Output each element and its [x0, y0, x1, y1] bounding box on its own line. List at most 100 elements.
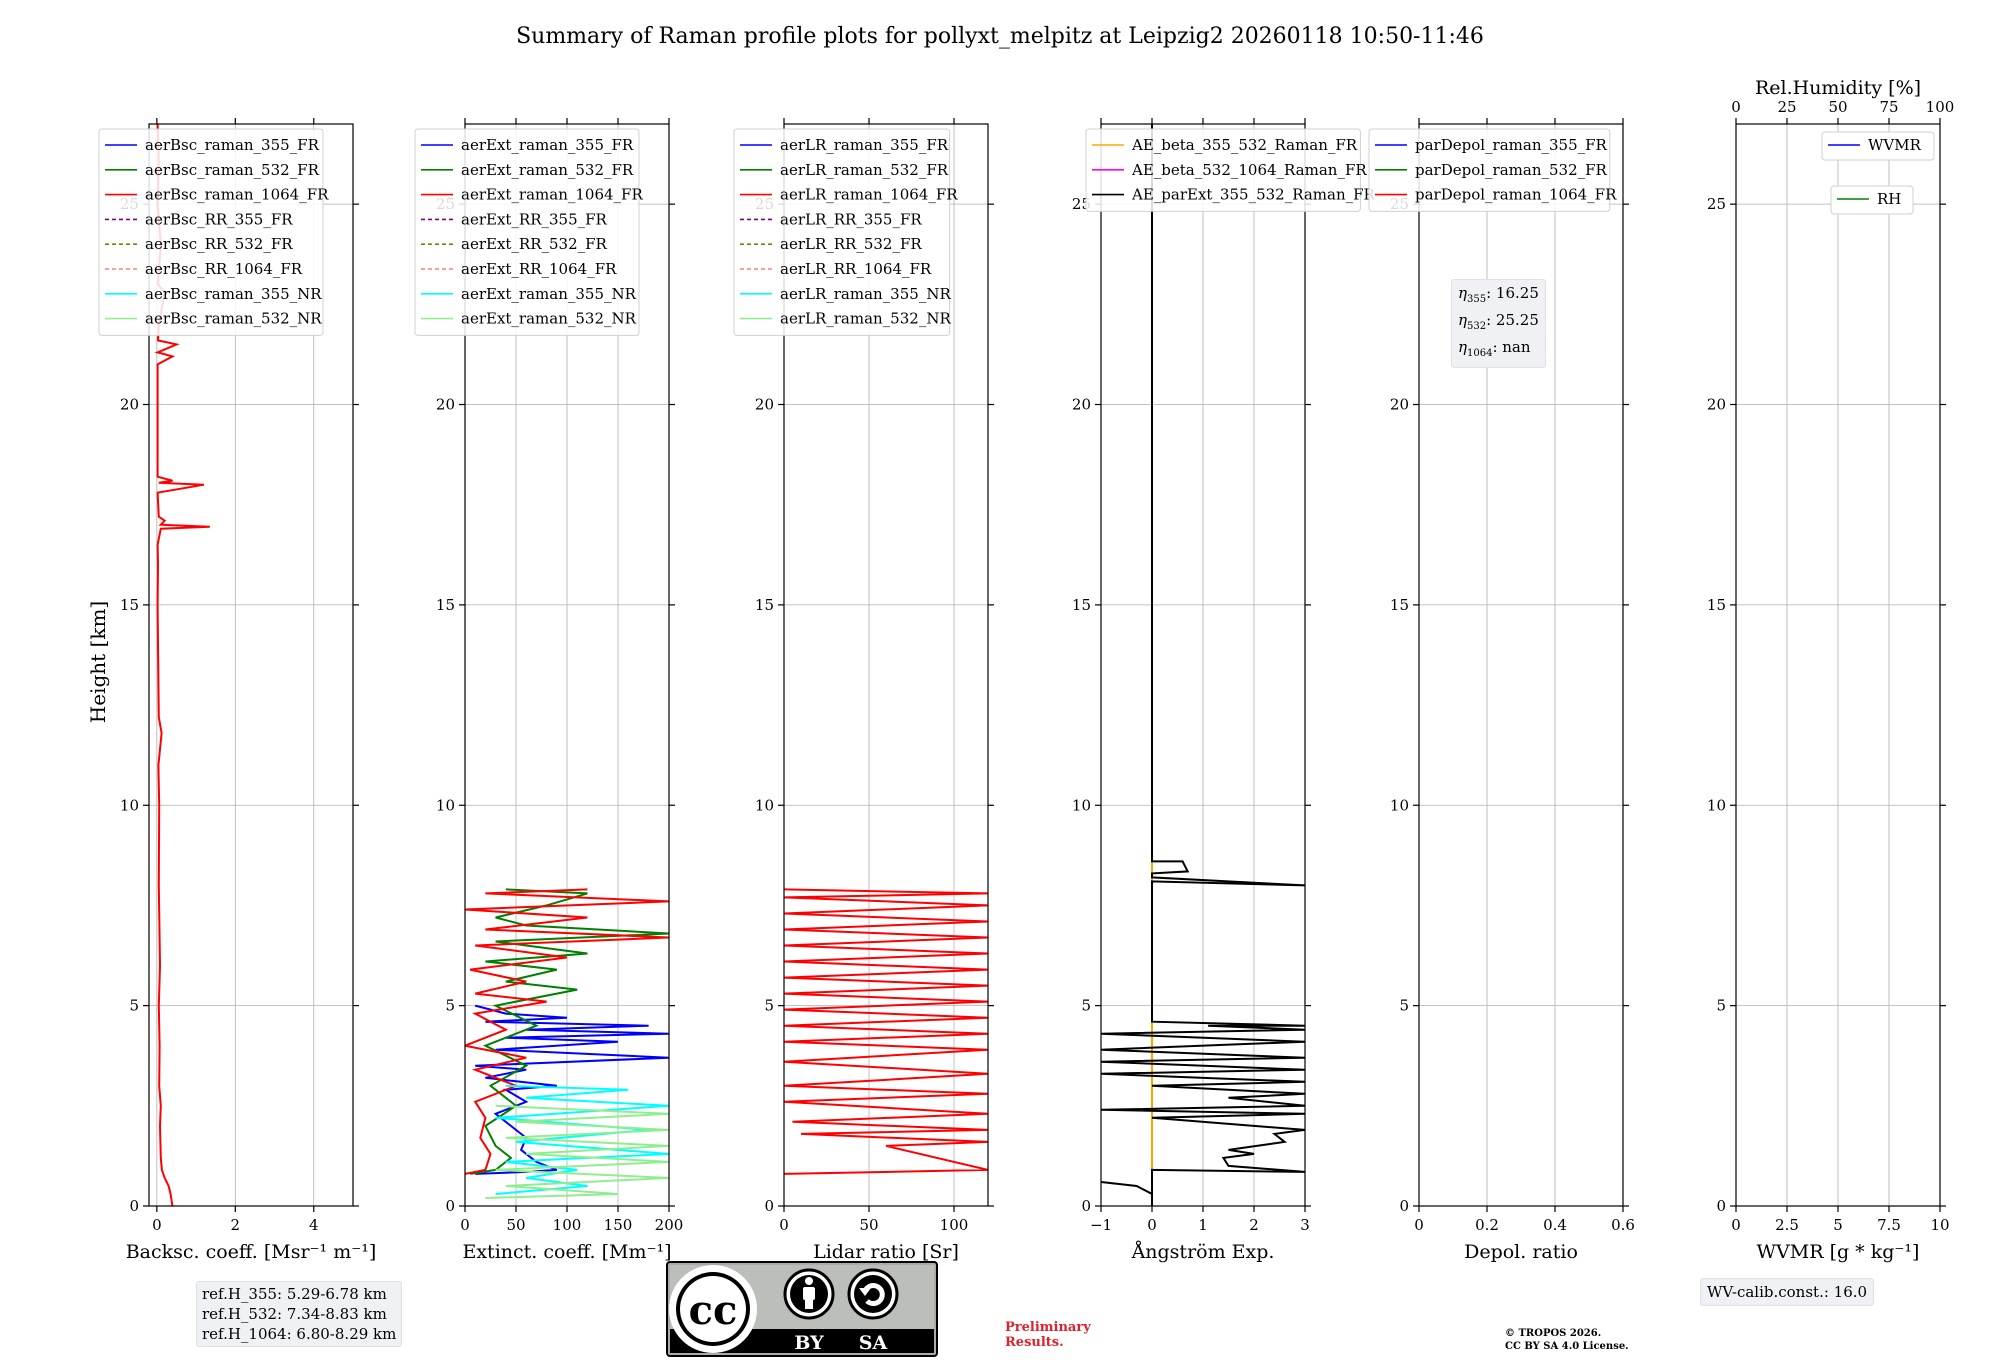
top-x-tick-label: 25: [1777, 98, 1796, 116]
legend-box: [1085, 128, 1361, 212]
y-tick-label: 20: [1707, 396, 1726, 414]
x-tick-label: 5: [1833, 1216, 1843, 1234]
legend-label: aerBsc_raman_1064_FR: [145, 186, 329, 204]
series-line-aerExt_raman_355_NR: [495, 1084, 669, 1195]
y-tick-label: 5: [1716, 997, 1726, 1015]
legend-label: aerExt_raman_532_NR: [461, 310, 637, 328]
legend-label: AE_parExt_355_532_Raman_FR: [1131, 186, 1376, 204]
legend-label: aerExt_raman_355_FR: [461, 136, 634, 154]
legend-label: parDepol_raman_532_FR: [1415, 161, 1608, 179]
legend-label: aerLR_RR_355_FR: [780, 210, 922, 228]
legend-label: aerExt_raman_1064_FR: [461, 186, 643, 204]
x-axis-label: Ångström Exp.: [1131, 1241, 1275, 1263]
legend-label: aerExt_raman_355_NR: [461, 285, 637, 303]
y-tick-label: 0: [129, 1197, 139, 1215]
x-tick-label: 7.5: [1877, 1216, 1901, 1234]
y-tick-label: 10: [1707, 796, 1726, 814]
legend-label: aerExt_RR_355_FR: [461, 210, 608, 228]
y-tick-label: 5: [1081, 997, 1091, 1015]
eta-532: η532: 25.25: [1458, 311, 1539, 332]
y-tick-label: 15: [436, 596, 455, 614]
y-tick-label: 20: [755, 396, 774, 414]
x-tick-label: 4: [309, 1216, 319, 1234]
wv-calib-text: WV-calib.const.: 16.0: [1707, 1283, 1868, 1301]
ref-height-532: ref.H_532: 7.34-8.83 km: [202, 1305, 387, 1323]
x-tick-label: 0.6: [1611, 1216, 1635, 1234]
legend-label: aerBsc_raman_355_NR: [145, 285, 322, 303]
legend-label: aerLR_RR_1064_FR: [780, 260, 932, 278]
height-axis-label: Height [km]: [86, 601, 110, 723]
ref-height-355: ref.H_355: 5.29-6.78 km: [202, 1285, 387, 1303]
legend-label: aerBsc_raman_532_NR: [145, 310, 322, 328]
x-tick-label: 150: [604, 1216, 633, 1234]
series-line-AE_parExt_355_532_Raman_FR: [1101, 124, 1305, 1206]
legend-label: aerBsc_RR_1064_FR: [145, 260, 303, 278]
top-x-tick-label: 100: [1926, 98, 1955, 116]
legend-label: aerLR_raman_355_FR: [780, 136, 949, 154]
top-x-tick-label: 0: [1731, 98, 1741, 116]
x-tick-label: 2: [1249, 1216, 1259, 1234]
legend-label: aerLR_RR_532_FR: [780, 235, 922, 253]
plot-frame: [1418, 123, 1624, 1207]
panel-extinction: 0501001502000510152025Extinct. coeff. [M…: [414, 118, 684, 1263]
eta-1064: η1064: nan: [1458, 338, 1531, 359]
y-tick-label: 25: [1707, 195, 1726, 213]
y-tick-label: 20: [436, 396, 455, 414]
x-tick-label: 100: [940, 1216, 969, 1234]
y-tick-label: 15: [755, 596, 774, 614]
eta-box: η355: 16.25 η532: 25.25 η1064: nan: [1451, 279, 1546, 368]
y-tick-label: 15: [120, 596, 139, 614]
x-axis-label: Extinct. coeff. [Mm⁻¹]: [462, 1241, 671, 1263]
legend-label: aerExt_raman_532_FR: [461, 161, 634, 179]
y-tick-label: 20: [1072, 396, 1091, 414]
preliminary-note: Preliminary Results.: [1005, 1320, 1091, 1350]
panel-depolarization: 00.20.40.60510152025Depol. ratioparDepol…: [1368, 118, 1635, 1263]
legend-label: parDepol_raman_355_FR: [1415, 136, 1608, 154]
ref-heights-box: ref.H_355: 5.29-6.78 km ref.H_532: 7.34-…: [196, 1281, 403, 1347]
y-tick-label: 5: [764, 997, 774, 1015]
panel-backscatter: 0240510152025Backsc. coeff. [Msr⁻¹ m⁻¹]a…: [98, 118, 377, 1263]
series-line-aerExt_raman_532_NR: [485, 1104, 669, 1199]
legend-box: [414, 128, 640, 336]
x-tick-label: 10: [1930, 1216, 1949, 1234]
by-label: BY: [794, 1332, 824, 1354]
x-tick-label: 50: [859, 1216, 878, 1234]
series-line-aerExt_raman_532_FR: [469, 888, 669, 1175]
y-tick-label: 0: [1716, 1197, 1726, 1215]
x-tick-label: 200: [655, 1216, 684, 1234]
x-tick-label: 1: [1198, 1216, 1208, 1234]
legend-label: aerLR_raman_355_NR: [780, 285, 951, 303]
top-x-axis-label: Rel.Humidity [%]: [1755, 77, 1921, 99]
y-tick-label: 0: [1081, 1197, 1091, 1215]
legend-label: parDepol_raman_1064_FR: [1415, 186, 1617, 204]
cc-by-sa-badge: cc BY SA: [666, 1261, 938, 1357]
top-x-tick-label: 50: [1828, 98, 1847, 116]
x-axis-label: Backsc. coeff. [Msr⁻¹ m⁻¹]: [126, 1241, 377, 1263]
legend-label: AE_beta_532_1064_Raman_FR: [1131, 161, 1367, 179]
x-tick-label: 0.4: [1543, 1216, 1567, 1234]
y-tick-label: 15: [1072, 596, 1091, 614]
y-tick-label: 5: [445, 997, 455, 1015]
y-tick-label: 0: [764, 1197, 774, 1215]
series-line-aerBsc_raman_1064_FR: [154, 124, 210, 1206]
cc-text: cc: [689, 1287, 738, 1334]
legend-label: WVMR: [1868, 136, 1922, 154]
x-tick-label: 100: [553, 1216, 582, 1234]
ref-height-1064: ref.H_1064: 6.80-8.29 km: [202, 1325, 397, 1343]
x-tick-label: 50: [506, 1216, 525, 1234]
wv-calib-box: WV-calib.const.: 16.0: [1700, 1278, 1875, 1306]
x-tick-label: 2.5: [1775, 1216, 1799, 1234]
y-tick-label: 10: [1072, 796, 1091, 814]
y-tick-label: 0: [1399, 1197, 1409, 1215]
x-tick-label: 0.2: [1475, 1216, 1499, 1234]
copyright-note: © TROPOS 2026. CC BY SA 4.0 License.: [1505, 1328, 1629, 1352]
legend-label: aerLR_raman_1064_FR: [780, 186, 958, 204]
x-tick-label: 0: [152, 1216, 162, 1234]
panel-lidar_ratio: 0501000510152025Lidar ratio [Sr]aerLR_ra…: [733, 118, 994, 1263]
y-tick-label: 10: [436, 796, 455, 814]
x-axis-label: Depol. ratio: [1464, 1241, 1578, 1263]
legend-label: AE_beta_355_532_Raman_FR: [1131, 136, 1358, 154]
y-tick-label: 15: [1390, 596, 1409, 614]
